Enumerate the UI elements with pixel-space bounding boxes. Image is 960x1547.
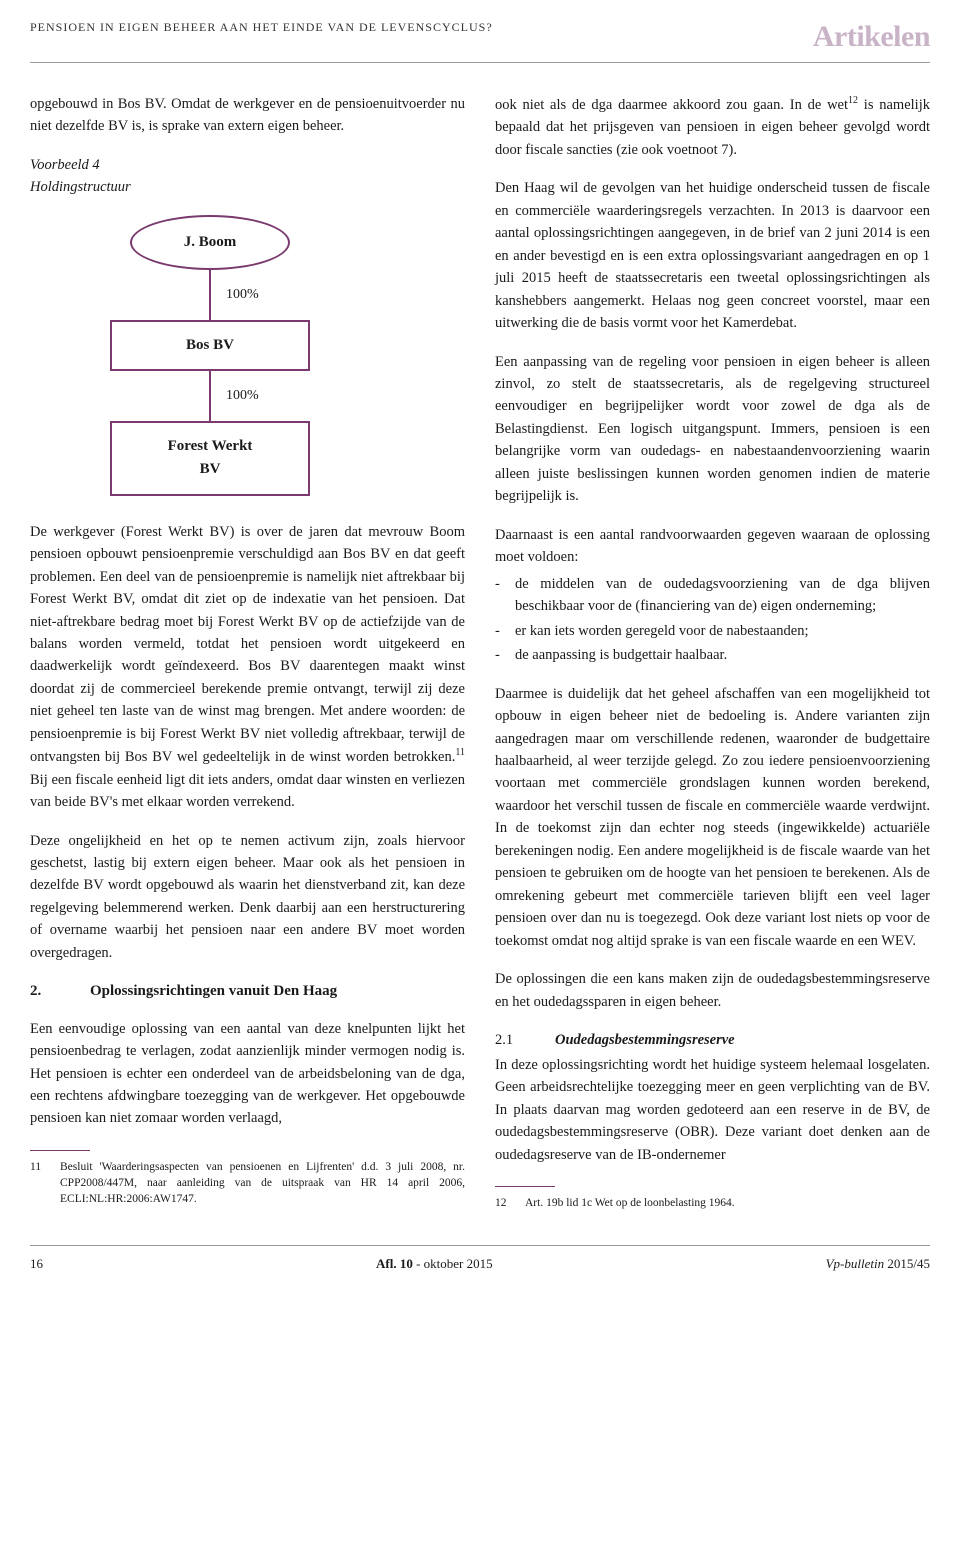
footnote-11-text: Besluit 'Waarderingsaspecten van pensioe…: [60, 1159, 465, 1207]
diagram-line-icon: [209, 270, 211, 320]
content-columns: opgebouwd in Bos BV. Omdat de werkgever …: [30, 93, 930, 1215]
left-p2-after: Bij een fiscale eenheid ligt dit iets an…: [30, 772, 465, 810]
page-header: PENSIOEN IN EIGEN BEHEER AAN HET EINDE V…: [30, 20, 930, 63]
left-column: opgebouwd in Bos BV. Omdat de werkgever …: [30, 93, 465, 1215]
list-item: -de middelen van de oudedagsvoorziening …: [495, 573, 930, 618]
footnote-12-num: 12: [495, 1195, 525, 1211]
footnote-12-text: Art. 19b lid 1c Wet op de loonbelasting …: [525, 1195, 930, 1211]
footer-center: Afl. 10 - oktober 2015: [376, 1256, 493, 1272]
diagram-edge-2: 100%: [90, 371, 330, 421]
diagram-node-boom: J. Boom: [130, 215, 290, 270]
dash-icon: -: [495, 573, 515, 618]
footnote-ref-11: 11: [455, 747, 465, 758]
footer-page-number: 16: [30, 1256, 43, 1272]
footer-journal: Vp-bulletin: [826, 1256, 885, 1271]
list-item: -de aanpassing is budgettair haalbaar.: [495, 644, 930, 666]
diagram-node-bosbv: Bos BV: [110, 320, 310, 371]
footnote-rule-left: [30, 1150, 90, 1151]
diagram-edge-2-label: 100%: [222, 385, 263, 407]
subsection-2-1-heading: 2.1 Oudedagsbestemmingsreserve: [495, 1029, 930, 1051]
footer-date: - oktober 2015: [413, 1256, 493, 1271]
diagram-edge-1: 100%: [90, 270, 330, 320]
page-footer: 16 Afl. 10 - oktober 2015 Vp-bulletin 20…: [30, 1245, 930, 1272]
footnote-rule-right: [495, 1186, 555, 1187]
diagram-line-icon: [209, 371, 211, 421]
footnote-11: 11 Besluit 'Waarderingsaspecten van pens…: [30, 1159, 465, 1207]
right-column: ook niet als de dga daarmee akkoord zou …: [495, 93, 930, 1215]
footnote-ref-12: 12: [848, 95, 858, 106]
conditions-list: -de middelen van de oudedagsvoorziening …: [495, 573, 930, 667]
right-p2: Den Haag wil de gevolgen van het huidige…: [495, 177, 930, 334]
right-p4: Daarnaast is een aantal randvoorwaarden …: [495, 524, 930, 569]
section-label: Artikelen: [813, 20, 930, 54]
example-number: Voorbeeld 4: [30, 154, 465, 176]
left-p2-text: De werkgever (Forest Werkt BV) is over d…: [30, 524, 465, 766]
subsection-2-1-num: 2.1: [495, 1029, 555, 1051]
left-p4: Een eenvoudige oplossing van een aantal …: [30, 1018, 465, 1130]
section-2-num: 2.: [30, 980, 90, 1003]
footer-right: Vp-bulletin 2015/45: [826, 1256, 930, 1272]
right-p1: ook niet als de dga daarmee akkoord zou …: [495, 93, 930, 161]
section-2-heading: 2. Oplossingsrichtingen vanuit Den Haag: [30, 980, 465, 1003]
running-title: PENSIOEN IN EIGEN BEHEER AAN HET EINDE V…: [30, 20, 493, 35]
footnote-11-num: 11: [30, 1159, 60, 1207]
footnotes-left: 11 Besluit 'Waarderingsaspecten van pens…: [30, 1159, 465, 1207]
example-title: Holdingstructuur: [30, 176, 465, 198]
left-p1: opgebouwd in Bos BV. Omdat de werkgever …: [30, 93, 465, 138]
diagram-edge-1-label: 100%: [222, 284, 263, 306]
right-p1-text: ook niet als de dga daarmee akkoord zou …: [495, 97, 848, 113]
right-p7: In deze oplossingsrichting wordt het hui…: [495, 1054, 930, 1166]
footer-issue: Afl. 10: [376, 1256, 413, 1271]
footnotes-right: 12 Art. 19b lid 1c Wet op de loonbelasti…: [495, 1195, 930, 1211]
right-p3: Een aanpassing van de regeling voor pens…: [495, 351, 930, 508]
right-p5: Daarmee is duidelijk dat het geheel afsc…: [495, 683, 930, 953]
left-p3: Deze ongelijkheid en het op te nemen act…: [30, 830, 465, 965]
list-item: -er kan iets worden geregeld voor de nab…: [495, 620, 930, 642]
bullet-3: de aanpassing is budgettair haalbaar.: [515, 644, 930, 666]
right-p6: De oplossingen die een kans maken zijn d…: [495, 968, 930, 1013]
section-2-title: Oplossingsrichtingen vanuit Den Haag: [90, 980, 337, 1003]
diagram-node-forest: Forest Werkt BV: [110, 421, 310, 496]
footer-ref: 2015/45: [884, 1256, 930, 1271]
left-p2: De werkgever (Forest Werkt BV) is over d…: [30, 521, 465, 814]
bullet-1: de middelen van de oudedagsvoorziening v…: [515, 573, 930, 618]
holding-structure-diagram: J. Boom 100% Bos BV 100% Forest Werkt BV: [90, 215, 330, 496]
bullet-2: er kan iets worden geregeld voor de nabe…: [515, 620, 930, 642]
dash-icon: -: [495, 620, 515, 642]
dash-icon: -: [495, 644, 515, 666]
footnote-12: 12 Art. 19b lid 1c Wet op de loonbelasti…: [495, 1195, 930, 1211]
subsection-2-1-title: Oudedagsbestemmingsreserve: [555, 1029, 735, 1051]
